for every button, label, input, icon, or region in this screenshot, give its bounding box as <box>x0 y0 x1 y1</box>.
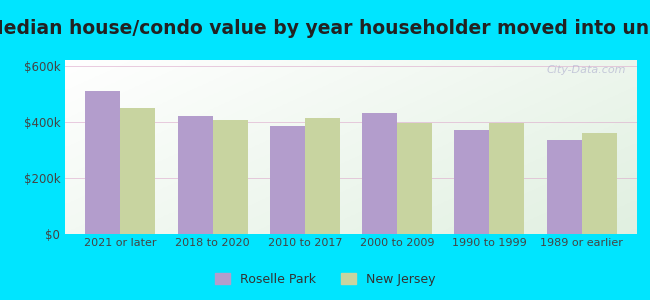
Bar <box>177 116 213 234</box>
Bar <box>582 133 617 234</box>
Bar <box>362 113 397 234</box>
Bar <box>213 120 248 234</box>
Bar <box>489 123 525 234</box>
Bar <box>120 108 155 234</box>
Bar <box>547 140 582 234</box>
Bar <box>85 91 120 234</box>
Bar <box>397 123 432 234</box>
Bar <box>270 126 305 234</box>
Legend: Roselle Park, New Jersey: Roselle Park, New Jersey <box>210 268 440 291</box>
Bar <box>454 130 489 234</box>
Text: City-Data.com: City-Data.com <box>546 65 625 75</box>
Text: Median house/condo value by year householder moved into unit: Median house/condo value by year househo… <box>0 20 650 38</box>
Bar <box>305 118 340 234</box>
